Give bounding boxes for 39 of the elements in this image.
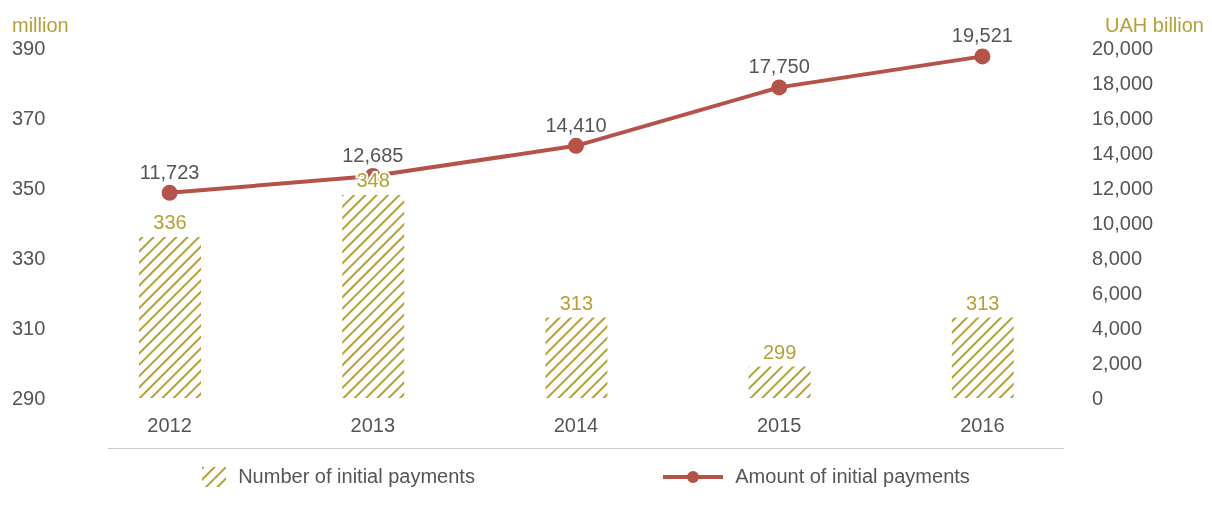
x-tick-label: 2012 (147, 414, 192, 437)
data-label: 19,521 (951, 24, 1013, 47)
data-label: 11,723 (139, 160, 200, 183)
point (771, 79, 788, 96)
x-tick-label: 2016 (960, 414, 1005, 437)
legend-label: Amount of initial payments (735, 465, 970, 488)
y2-axis-title: UAH billion (1105, 14, 1204, 37)
data-label: 12,685 (342, 144, 404, 167)
y-tick-label: 310 (12, 317, 46, 340)
data-label: 336 (153, 211, 187, 233)
point (568, 137, 584, 154)
y2-tick-label: 4,000 (1092, 317, 1143, 340)
y-tick-label: 390 (12, 37, 46, 60)
y2-tick-label: 2,000 (1092, 352, 1143, 375)
data-label: 299 (762, 340, 797, 363)
y-tick-label: 370 (12, 107, 46, 130)
y2-tick-label: 20,000 (1092, 37, 1154, 60)
legend-label: Number of initial payments (238, 465, 475, 488)
data-label: 313 (966, 291, 1000, 314)
y-axis-title: million (12, 14, 69, 37)
y2-tick-label: 0 (1092, 387, 1104, 410)
y2-tick-label: 12,000 (1092, 177, 1154, 200)
data-label: 14,410 (545, 113, 607, 136)
y-tick-label: 290 (12, 387, 46, 410)
y2-tick-label: 16,000 (1092, 107, 1154, 130)
y2-tick-label: 14,000 (1092, 142, 1154, 165)
point (974, 48, 991, 65)
data-label: 17,750 (748, 55, 810, 78)
y-tick-label: 350 (12, 177, 46, 200)
y2-tick-label: 8,000 (1092, 247, 1143, 270)
x-tick-label: 2014 (553, 414, 599, 437)
y-tick-label: 330 (12, 247, 46, 270)
y2-tick-label: 10,000 (1092, 212, 1154, 235)
y2-tick-label: 6,000 (1092, 282, 1143, 305)
y2-tick-label: 18,000 (1092, 72, 1154, 95)
x-tick-label: 2013 (350, 414, 396, 437)
point (161, 184, 178, 201)
x-tick-label: 2015 (756, 414, 802, 437)
data-label: 313 (559, 291, 594, 314)
